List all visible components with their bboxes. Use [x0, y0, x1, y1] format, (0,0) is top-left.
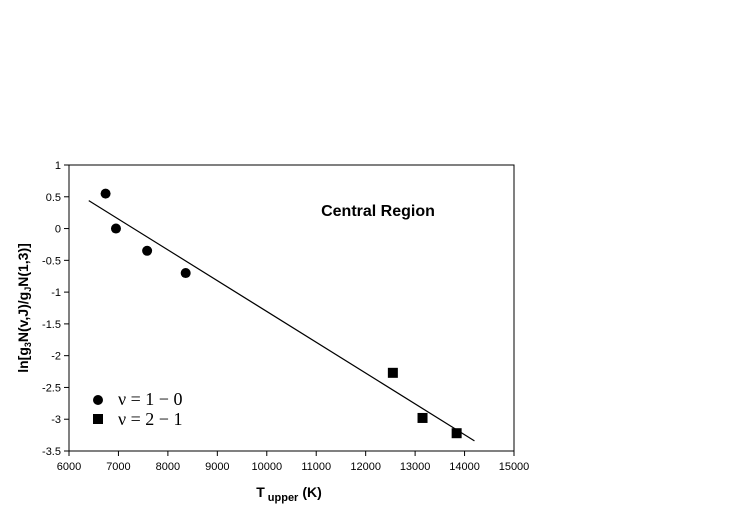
chart-annotation: Central Region [321, 203, 435, 220]
data-point-series-2 [417, 412, 428, 423]
data-point-series-1 [180, 268, 191, 279]
y-tick-label: -3 [51, 414, 61, 426]
fit-line [88, 200, 475, 442]
x-tick-label: 12000 [350, 461, 381, 473]
legend: ν = 1 − 0 ν = 2 − 1 [93, 389, 182, 429]
y-tick-label: 0 [55, 224, 61, 236]
data-point-series-1 [100, 188, 111, 199]
plot-frame [68, 164, 515, 452]
x-tick-label: 15000 [499, 461, 530, 473]
x-tick-label: 7000 [106, 461, 130, 473]
data-point-series-1 [142, 245, 153, 256]
y-tick-label: -2 [51, 351, 61, 363]
legend-label-series-2: ν = 2 − 1 [118, 409, 182, 429]
y-tick-label: 0.5 [46, 192, 61, 204]
x-axis-label-main: T [256, 484, 265, 500]
y-axis-ticks: 1 0.5 0 -0.5 -1 -1.5 -2 -2.5 -3 -3.5 [42, 160, 69, 458]
x-tick-label: 6000 [57, 461, 81, 473]
y-tick-label: -1.5 [42, 319, 61, 331]
x-tick-label: 13000 [400, 461, 431, 473]
x-tick-label: 11000 [301, 461, 331, 473]
legend-label-series-1: ν = 1 − 0 [118, 389, 182, 409]
y-tick-label: -3.5 [42, 446, 61, 458]
data-point-series-2 [387, 367, 398, 378]
legend-marker-circle [93, 395, 103, 405]
data-point-series-2 [451, 428, 462, 439]
data-marks [88, 188, 475, 442]
x-axis-label-unit: (K) [302, 484, 321, 500]
x-axis-ticks: 6000 7000 8000 9000 10000 11000 12000 13000 1400… [57, 451, 530, 473]
x-axis-label-sub: upper [268, 492, 299, 504]
y-tick-label: -2.5 [42, 382, 61, 394]
y-tick-label: 1 [55, 160, 61, 172]
y-axis-label: ln[g3N(v,J)/gJN(1,3)] [15, 243, 33, 373]
x-tick-label: 14000 [449, 461, 480, 473]
legend-marker-square [93, 414, 103, 424]
y-tick-label: -1 [51, 287, 61, 299]
x-tick-label: 8000 [156, 461, 180, 473]
y-tick-label: -0.5 [42, 255, 61, 267]
x-tick-label: 9000 [205, 461, 229, 473]
x-tick-label: 10000 [251, 461, 282, 473]
data-point-series-1 [110, 223, 121, 234]
